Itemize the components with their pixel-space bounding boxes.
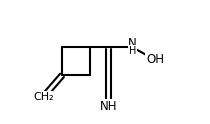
Text: N: N bbox=[128, 37, 137, 50]
Text: CH₂: CH₂ bbox=[33, 92, 54, 102]
Text: OH: OH bbox=[146, 53, 164, 66]
Text: NH: NH bbox=[100, 100, 117, 113]
Text: H: H bbox=[129, 46, 136, 56]
